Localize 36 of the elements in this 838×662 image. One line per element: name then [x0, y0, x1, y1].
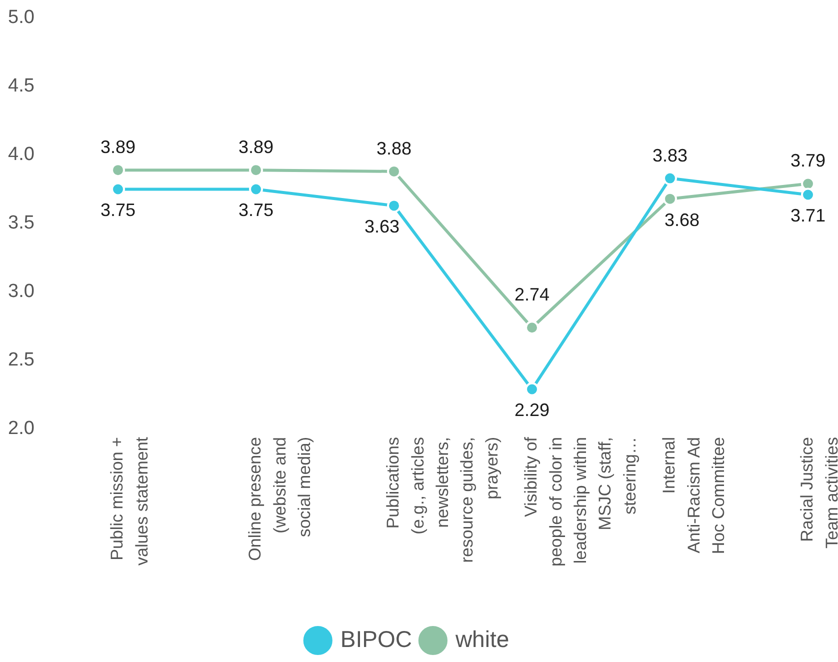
- point: [249, 182, 263, 196]
- y-tick-label: 2.5: [8, 350, 34, 371]
- x-tick-label: Online presence (website and social media): [246, 437, 314, 561]
- legend-label: white: [454, 626, 510, 652]
- data-label: 3.83: [652, 145, 688, 166]
- data-label: 3.68: [664, 210, 700, 230]
- point: [801, 188, 815, 202]
- data-label: 3.75: [238, 200, 274, 220]
- point: [525, 320, 539, 335]
- point: [111, 182, 125, 196]
- point: [663, 192, 677, 206]
- data-label: 3.75: [100, 200, 136, 220]
- data-label: 2.29: [514, 400, 550, 420]
- data-label: 2.74: [514, 284, 550, 305]
- y-tick-label: 4.0: [8, 144, 34, 166]
- point: [663, 171, 677, 186]
- y-tick-label: 4.5: [8, 76, 34, 97]
- x-tick-label: Publications (e.g., articles newsletters, resource guides, prayers): [384, 437, 502, 563]
- data-label: 3.89: [238, 137, 274, 158]
- y-tick-label: 3.5: [8, 212, 34, 234]
- data-label: 3.63: [364, 216, 400, 237]
- point: [111, 163, 125, 178]
- point: [249, 163, 263, 178]
- x-tick-label: Racial Justice Team activities: [798, 437, 838, 548]
- data-label: 3.88: [376, 138, 412, 158]
- x-tick-label: Public mission + values statement: [108, 436, 152, 566]
- point: [525, 382, 539, 396]
- y-tick-label: 2.0: [8, 418, 34, 440]
- legend-label: BIPOC: [340, 626, 412, 652]
- y-tick-label: 3.0: [8, 281, 34, 302]
- x-tick-label: Visibility of people of color in leadership within MSJC (staff, steering…: [522, 436, 640, 566]
- y-tick-label: 5.0: [8, 7, 34, 28]
- point: [387, 198, 401, 213]
- data-label: 3.89: [100, 137, 136, 158]
- data-label: 3.71: [790, 206, 826, 226]
- data-label: 3.79: [790, 150, 826, 171]
